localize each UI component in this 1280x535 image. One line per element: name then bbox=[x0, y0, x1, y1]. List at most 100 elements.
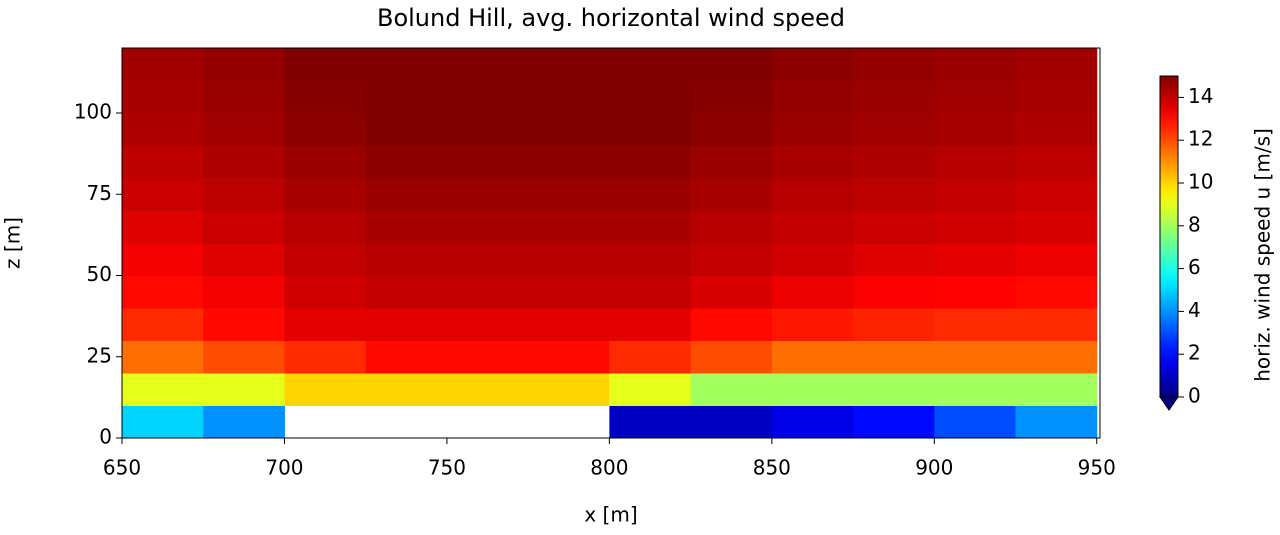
heatmap-cell bbox=[365, 373, 448, 406]
x-tick-label: 900 bbox=[915, 456, 953, 480]
heatmap-cell bbox=[853, 178, 935, 211]
colorbar-label: horiz. wind speed u [m/s] bbox=[1251, 128, 1275, 382]
heatmap-cell bbox=[771, 113, 854, 146]
heatmap-cell bbox=[853, 243, 935, 276]
heatmap-cell bbox=[365, 340, 448, 374]
y-tick-label: 75 bbox=[87, 181, 112, 205]
heatmap-cell bbox=[771, 210, 854, 244]
heatmap-cell bbox=[203, 243, 285, 276]
x-tick-label: 750 bbox=[428, 456, 466, 480]
y-tick-label: 0 bbox=[99, 425, 112, 449]
heatmap-cell bbox=[609, 275, 692, 309]
colorbar-extend bbox=[1159, 396, 1179, 411]
heatmap-cell bbox=[1015, 275, 1098, 309]
x-tick-label: 800 bbox=[590, 456, 628, 480]
heatmap-cell bbox=[122, 145, 204, 179]
heatmap-cell bbox=[771, 373, 854, 406]
heatmap-cell bbox=[934, 340, 1017, 374]
heatmap-cell bbox=[609, 308, 692, 341]
heatmap-cell bbox=[771, 308, 854, 341]
heatmap-cell bbox=[609, 178, 692, 211]
heatmap-cell bbox=[934, 405, 1017, 439]
x-tick-label: 950 bbox=[1078, 456, 1116, 480]
heatmap-cell bbox=[771, 340, 854, 374]
heatmap-cell bbox=[122, 210, 204, 244]
heatmap-cell bbox=[853, 210, 935, 244]
heatmap-cell bbox=[934, 373, 1017, 406]
heatmap-cell bbox=[122, 405, 204, 439]
heatmap-cell bbox=[1015, 373, 1098, 406]
heatmap-cell bbox=[609, 113, 692, 146]
heatmap-cell bbox=[284, 243, 367, 276]
heatmap-cell bbox=[609, 145, 692, 179]
heatmap-cell bbox=[853, 275, 935, 309]
colorbar bbox=[1159, 75, 1179, 398]
heatmap-cell bbox=[203, 308, 285, 341]
heatmap-cell bbox=[771, 48, 854, 81]
heatmap-cell bbox=[284, 210, 367, 244]
heatmap-cell bbox=[853, 80, 935, 114]
heatmap-cell bbox=[934, 210, 1017, 244]
x-tick-label: 700 bbox=[265, 456, 303, 480]
heatmap-cell bbox=[1015, 340, 1098, 374]
heatmap-cell bbox=[365, 243, 448, 276]
y-tick-label: 50 bbox=[87, 262, 112, 286]
colorbar-tick-label: 12 bbox=[1188, 127, 1213, 151]
heatmap-cell bbox=[853, 113, 935, 146]
heatmap-cell bbox=[446, 145, 529, 179]
heatmap-cell bbox=[365, 275, 448, 309]
heatmap-cell bbox=[690, 210, 773, 244]
heatmap-cell bbox=[122, 308, 204, 341]
heatmap-cell bbox=[122, 275, 204, 309]
heatmap-cell bbox=[203, 145, 285, 179]
y-tick-label: 100 bbox=[74, 100, 112, 124]
heatmap-cell bbox=[771, 145, 854, 179]
heatmap-cell bbox=[122, 373, 204, 406]
colorbar-tick-label: 6 bbox=[1188, 255, 1201, 279]
heatmap-cell bbox=[122, 48, 204, 81]
x-axis-label: x [m] bbox=[584, 503, 637, 527]
heatmap-cell bbox=[934, 145, 1017, 179]
heatmap-cell bbox=[528, 373, 610, 406]
colorbar-tick-label: 4 bbox=[1188, 298, 1201, 322]
heatmap-cell bbox=[203, 210, 285, 244]
heatmap-cell bbox=[771, 275, 854, 309]
heatmap-cell bbox=[690, 48, 773, 81]
heatmap-cell bbox=[528, 145, 610, 179]
heatmap-cell bbox=[446, 243, 529, 276]
heatmap-cell bbox=[690, 178, 773, 211]
heatmap-cell bbox=[1015, 243, 1098, 276]
heatmap-cell bbox=[528, 80, 610, 114]
heatmap-cell bbox=[365, 210, 448, 244]
heatmap-cell bbox=[446, 373, 529, 406]
heatmap-cell bbox=[609, 405, 692, 439]
heatmap-cell bbox=[1015, 178, 1098, 211]
heatmap-cell bbox=[771, 178, 854, 211]
heatmap-cell bbox=[446, 80, 529, 114]
heatmap-cell bbox=[284, 308, 367, 341]
heatmap-cell bbox=[1015, 80, 1098, 114]
heatmap-cell bbox=[528, 210, 610, 244]
heatmap-cell bbox=[203, 178, 285, 211]
heatmap-cell bbox=[365, 145, 448, 179]
heatmap-cell bbox=[609, 373, 692, 406]
heatmap-cell bbox=[203, 373, 285, 406]
heatmap-cell bbox=[528, 48, 610, 81]
heatmap-cell bbox=[934, 178, 1017, 211]
heatmap-cell bbox=[446, 275, 529, 309]
heatmap-cell bbox=[528, 243, 610, 276]
heatmap-cell bbox=[122, 178, 204, 211]
heatmap-cell bbox=[203, 275, 285, 309]
x-tick-label: 650 bbox=[103, 456, 141, 480]
heatmap-cell bbox=[284, 48, 367, 81]
x-tick-label: 850 bbox=[753, 456, 791, 480]
heatmap-cell bbox=[203, 48, 285, 81]
heatmap-cell bbox=[690, 275, 773, 309]
heatmap-cell bbox=[853, 405, 935, 439]
colorbar-tick-label: 0 bbox=[1188, 384, 1201, 408]
heatmap-cell bbox=[934, 48, 1017, 81]
heatmap-cell bbox=[690, 340, 773, 374]
heatmap-cell bbox=[446, 178, 529, 211]
colorbar-tick-label: 2 bbox=[1188, 341, 1201, 365]
